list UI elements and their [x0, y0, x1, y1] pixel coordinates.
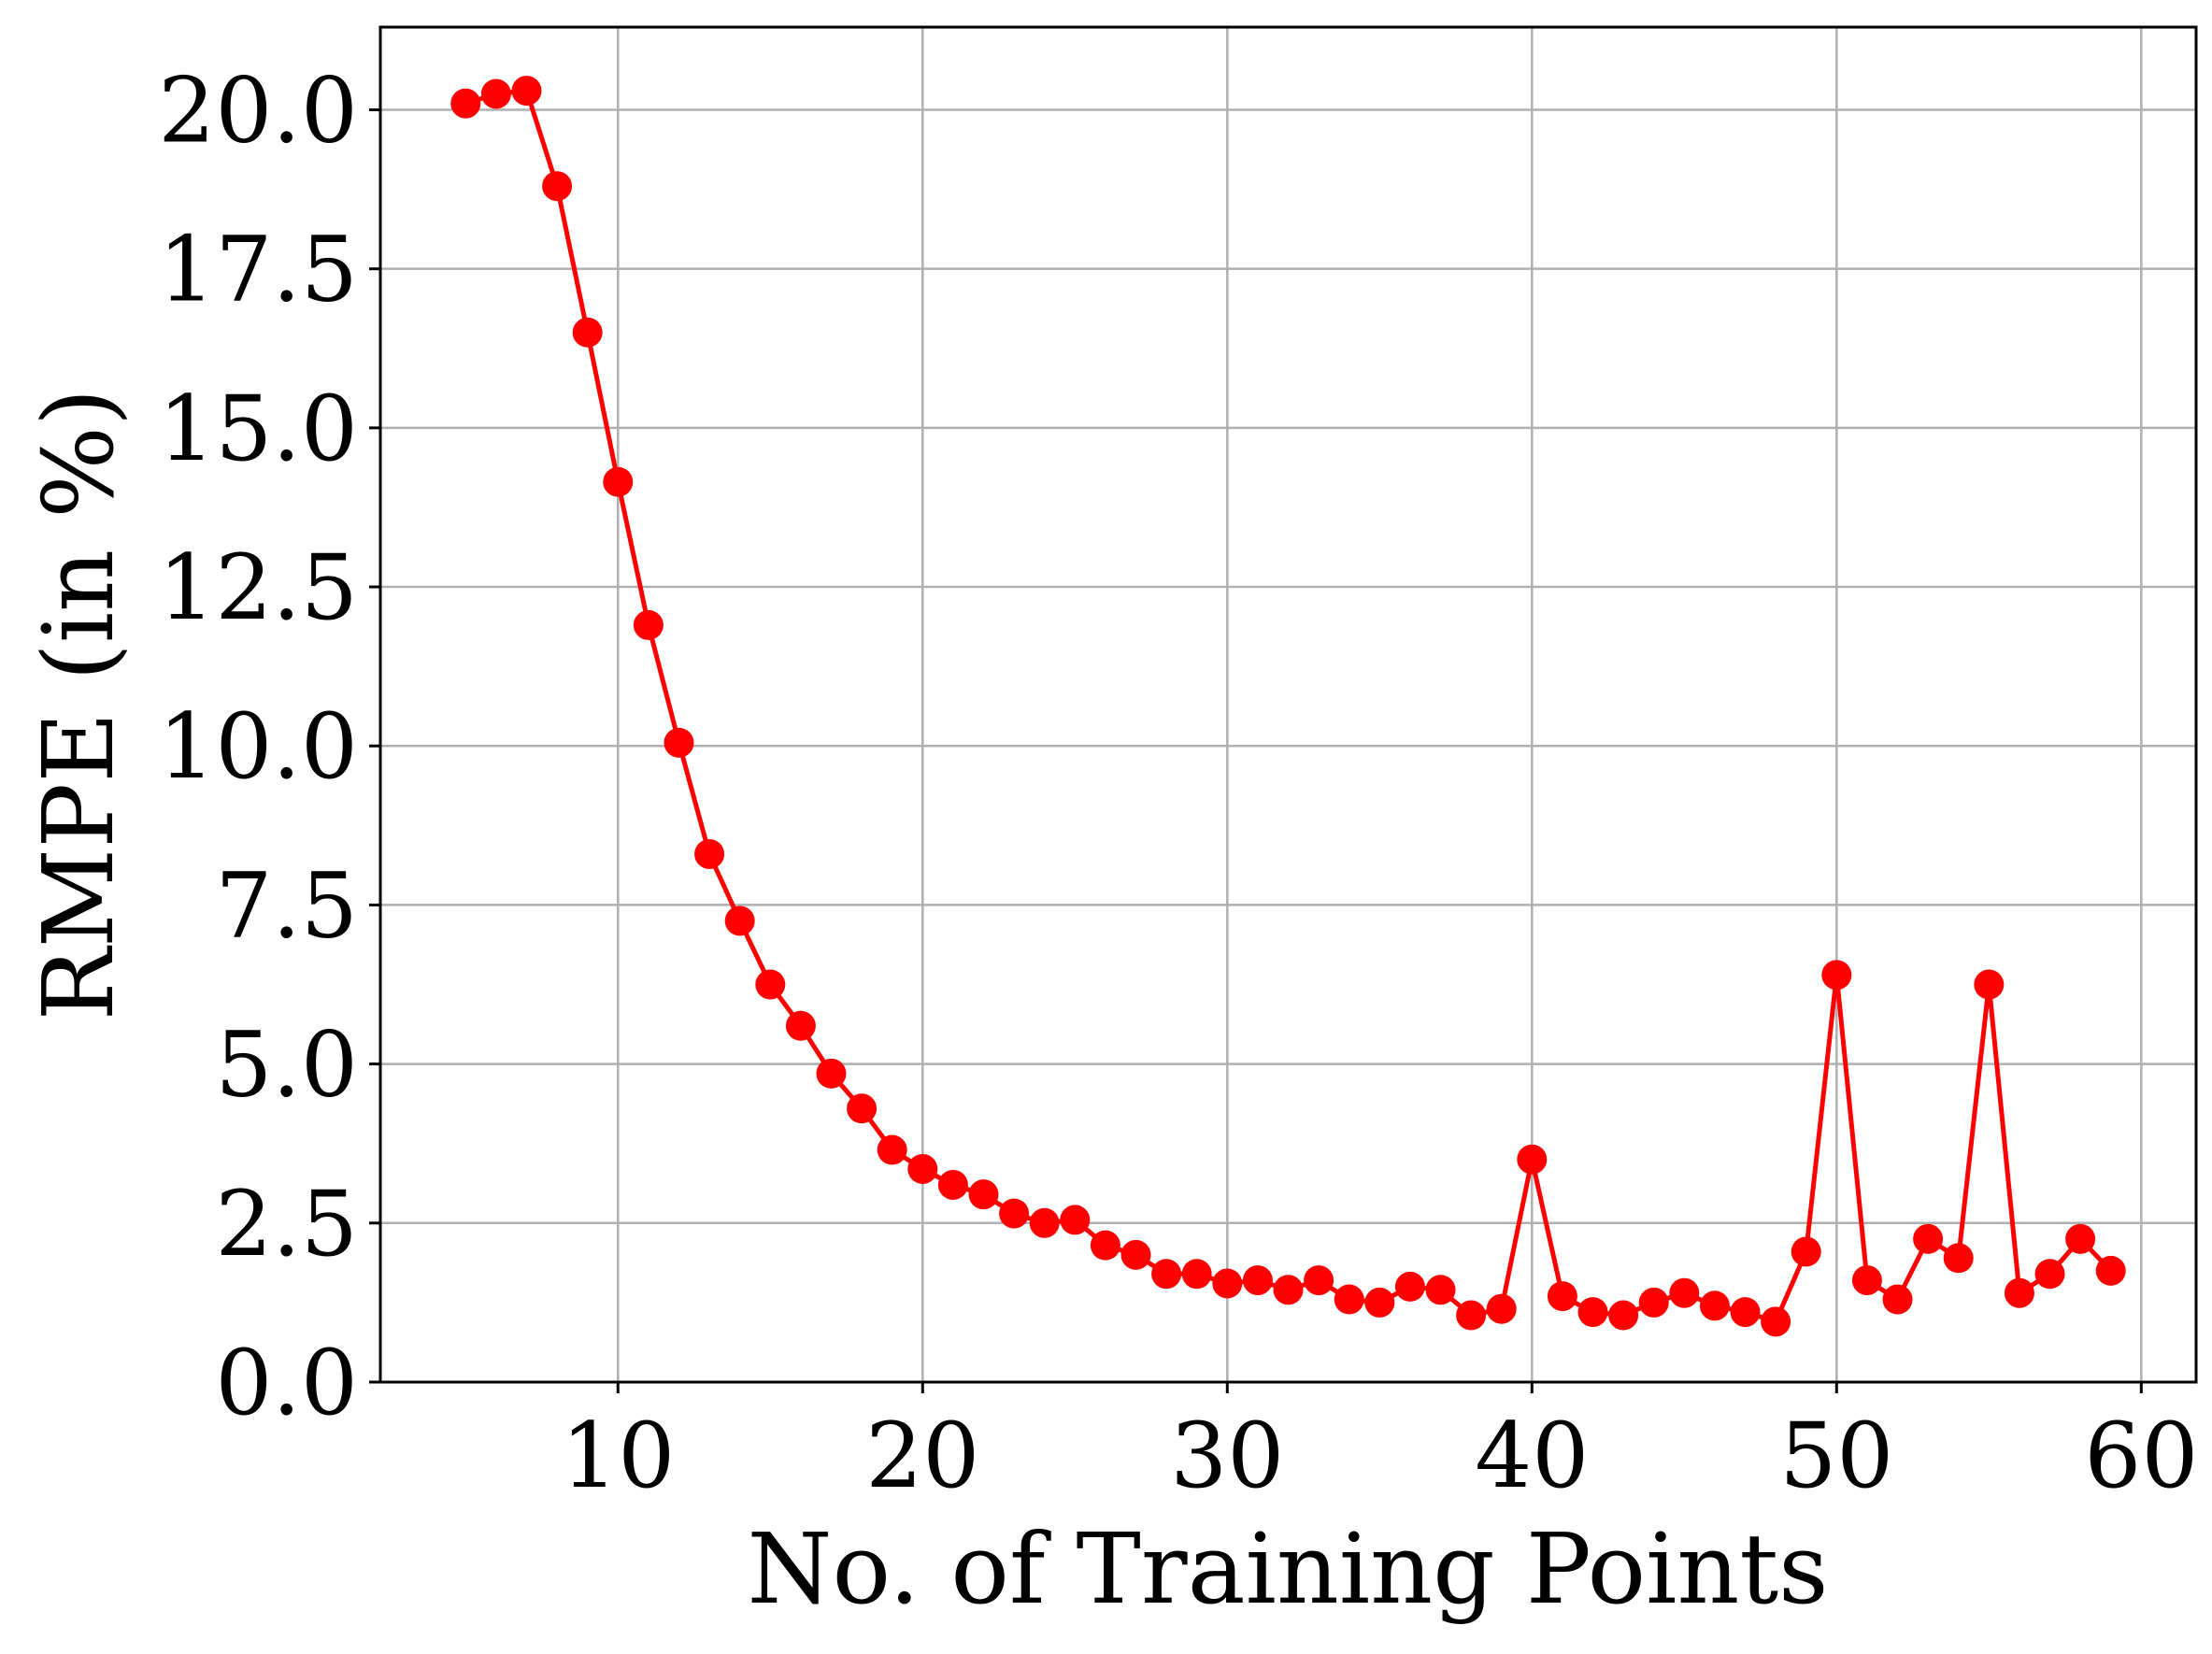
grid [380, 27, 2196, 1384]
data-point [877, 1134, 907, 1165]
data-point [847, 1093, 878, 1124]
data-point [2004, 1277, 2034, 1308]
y-tick-label: 17.5 [158, 218, 358, 322]
data-point [1913, 1223, 1944, 1254]
y-tick-label: 10.0 [158, 694, 358, 799]
data-point [1608, 1300, 1639, 1331]
x-tick-label: 50 [1779, 1404, 1893, 1508]
data-point [1730, 1297, 1761, 1328]
data-point [1273, 1275, 1304, 1305]
x-tick-label: 40 [1475, 1404, 1589, 1508]
x-tick-label: 60 [2084, 1404, 2198, 1508]
data-point [1364, 1287, 1395, 1318]
data-point [999, 1198, 1030, 1229]
data-point [542, 171, 573, 202]
data-point [2065, 1223, 2096, 1254]
data-point [1394, 1271, 1425, 1302]
axis-ticks: 10 20 30 40 50 60 0.0 2.5 5.0 7.5 10.0 12.5 15.0 17.5… [158, 58, 2198, 1508]
data-point [937, 1169, 968, 1200]
data-point [785, 1010, 816, 1041]
data-point [664, 727, 694, 758]
data-point [907, 1153, 938, 1184]
data-point [1791, 1236, 1821, 1267]
data-point [1334, 1284, 1364, 1315]
data-point [1851, 1265, 1882, 1296]
series [450, 76, 2126, 1337]
data-point [1242, 1265, 1273, 1296]
data-point [450, 88, 481, 119]
data-point [2034, 1259, 2065, 1290]
y-tick-label: 0.0 [215, 1331, 358, 1435]
data-point [633, 609, 664, 640]
data-point [1669, 1277, 1700, 1308]
data-point [1821, 960, 1852, 991]
plot-frame [378, 25, 2198, 1384]
data-point [1304, 1265, 1334, 1296]
data-point [694, 838, 725, 869]
data-point [816, 1058, 847, 1089]
data-point [1638, 1287, 1669, 1318]
x-tick-label: 30 [1170, 1404, 1284, 1508]
data-point [480, 78, 511, 109]
y-tick-label: 20.0 [158, 58, 358, 163]
x-tick-label: 20 [865, 1404, 979, 1508]
data-point [1486, 1293, 1517, 1324]
y-tick-label: 12.5 [158, 535, 358, 640]
x-axis-label: No. of Training Points [747, 1512, 1828, 1626]
data-point [2095, 1255, 2126, 1286]
y-axis-label: RMPE (in %) [21, 388, 136, 1020]
data-point [755, 969, 786, 1000]
data-point [1699, 1290, 1730, 1321]
data-point [1029, 1207, 1060, 1238]
data-point [968, 1179, 999, 1210]
data-point [603, 466, 634, 497]
data-point [1547, 1281, 1577, 1312]
y-tick-label: 5.0 [215, 1013, 358, 1118]
data-point [572, 317, 603, 348]
data-point [1943, 1243, 1974, 1274]
y-tick-label: 15.0 [158, 377, 358, 481]
series-line [464, 88, 2113, 1324]
data-point [1577, 1297, 1608, 1328]
x-tick-label: 10 [561, 1404, 675, 1508]
y-tick-label: 7.5 [215, 853, 358, 958]
data-point [1060, 1205, 1091, 1235]
y-tick-label: 2.5 [215, 1172, 358, 1276]
data-point [1090, 1230, 1120, 1261]
data-point [1456, 1300, 1487, 1331]
data-point [1974, 969, 2005, 1000]
data-point [1425, 1275, 1456, 1305]
data-point [1517, 1144, 1548, 1175]
data-point [1181, 1259, 1212, 1290]
data-point [1120, 1239, 1151, 1270]
data-point [1882, 1284, 1913, 1315]
data-point [1761, 1306, 1791, 1337]
data-point [1212, 1268, 1243, 1299]
data-point [1151, 1259, 1182, 1290]
data-point [724, 905, 755, 936]
data-point [511, 76, 542, 107]
